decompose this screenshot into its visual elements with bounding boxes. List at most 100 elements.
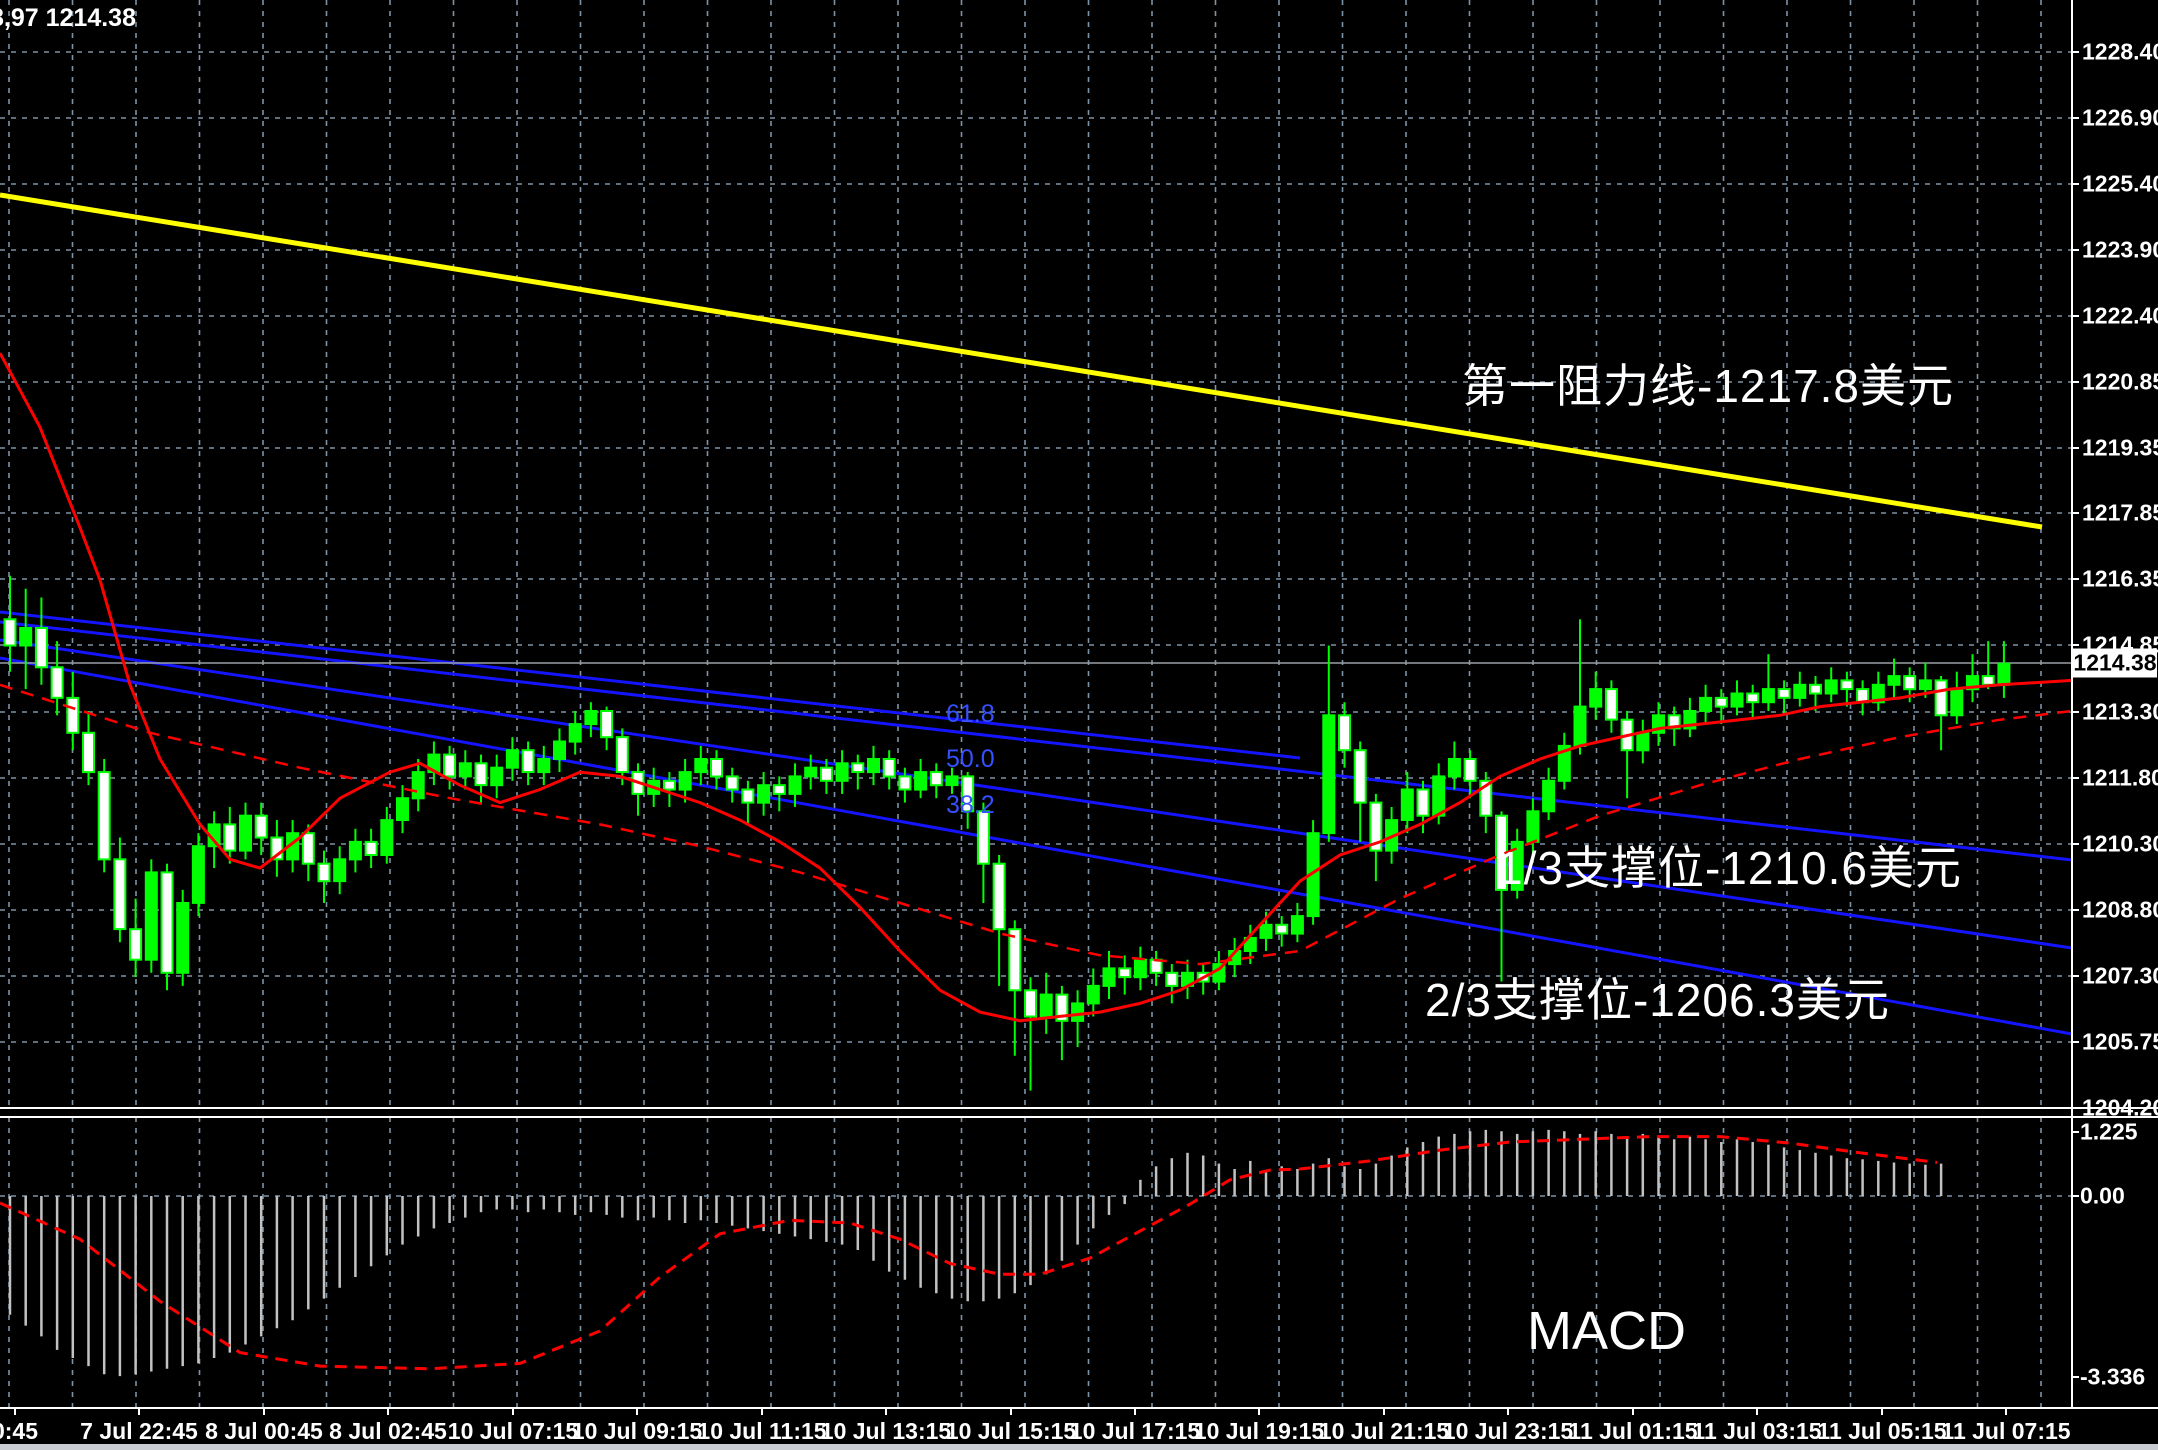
candle bbox=[1118, 967, 1132, 979]
candle bbox=[1997, 662, 2011, 686]
candle bbox=[1243, 936, 1257, 953]
ma-slow-dashed bbox=[0, 683, 2073, 966]
candle bbox=[34, 627, 48, 669]
candle bbox=[474, 762, 488, 787]
candle bbox=[223, 823, 237, 852]
candle bbox=[239, 814, 252, 852]
candle bbox=[757, 784, 771, 804]
candle bbox=[710, 758, 723, 778]
candle bbox=[97, 771, 111, 861]
candle bbox=[1871, 683, 1885, 704]
candle bbox=[819, 766, 833, 782]
candle bbox=[537, 758, 551, 774]
candle bbox=[992, 862, 1006, 931]
candle bbox=[1369, 801, 1383, 852]
candle bbox=[82, 731, 95, 774]
macd-signal-line bbox=[0, 1135, 1938, 1371]
candle bbox=[1981, 675, 1995, 686]
candle bbox=[553, 740, 566, 760]
candle bbox=[1652, 714, 1665, 734]
candle bbox=[1432, 775, 1446, 817]
candle bbox=[1416, 788, 1430, 817]
fibonacci-fan-lines[interactable] bbox=[0, 610, 2073, 1036]
candle bbox=[1903, 675, 1917, 691]
candle bbox=[851, 762, 865, 773]
candle bbox=[1793, 683, 1807, 699]
grid bbox=[0, 0, 2072, 1408]
candle bbox=[945, 775, 959, 787]
candle bbox=[1008, 928, 1022, 992]
candle bbox=[1479, 779, 1493, 817]
candle bbox=[1730, 692, 1744, 708]
candle bbox=[678, 771, 692, 791]
candle bbox=[411, 771, 425, 800]
candle bbox=[380, 819, 394, 856]
candle bbox=[1714, 696, 1728, 708]
candle bbox=[929, 771, 943, 787]
candle bbox=[804, 766, 818, 778]
candle bbox=[160, 871, 174, 974]
panel-borders bbox=[0, 0, 2158, 1415]
resistance-trendline[interactable] bbox=[0, 192, 2043, 530]
candle bbox=[1102, 967, 1116, 987]
candle bbox=[1259, 923, 1273, 939]
macd-histogram bbox=[8, 1129, 1943, 1377]
candle bbox=[254, 814, 268, 839]
candle bbox=[301, 832, 315, 865]
candle bbox=[1526, 810, 1540, 843]
candle bbox=[1275, 923, 1289, 935]
candle bbox=[1071, 1002, 1085, 1022]
candle bbox=[725, 775, 739, 791]
candle bbox=[1133, 958, 1147, 979]
candle bbox=[615, 736, 629, 773]
candle bbox=[490, 766, 504, 787]
candle bbox=[458, 762, 472, 778]
candle bbox=[3, 618, 17, 647]
candle bbox=[1824, 679, 1838, 695]
candle bbox=[1950, 688, 1964, 717]
candle bbox=[1165, 971, 1179, 987]
candle bbox=[1934, 679, 1948, 717]
candle bbox=[144, 871, 158, 961]
candle bbox=[584, 710, 598, 726]
candle bbox=[741, 788, 755, 804]
candle bbox=[1322, 714, 1336, 835]
candle bbox=[1589, 688, 1603, 708]
candle bbox=[521, 749, 535, 774]
candle bbox=[835, 762, 849, 782]
candle bbox=[1290, 915, 1304, 935]
candle bbox=[1573, 705, 1587, 747]
candle bbox=[176, 902, 190, 974]
candle bbox=[600, 710, 614, 739]
candle bbox=[568, 723, 582, 743]
candle bbox=[1699, 696, 1713, 713]
candle bbox=[662, 779, 676, 791]
candle bbox=[1667, 714, 1681, 730]
candle bbox=[1918, 679, 1932, 691]
candle bbox=[364, 840, 378, 857]
candle bbox=[772, 784, 786, 795]
candle bbox=[976, 810, 990, 865]
candle bbox=[1055, 993, 1069, 1022]
candle bbox=[191, 845, 205, 904]
candle bbox=[396, 797, 409, 822]
candle bbox=[788, 775, 802, 795]
candle bbox=[1777, 688, 1791, 699]
candle bbox=[867, 758, 880, 774]
candle bbox=[19, 627, 33, 647]
candle bbox=[1447, 758, 1461, 778]
candle bbox=[694, 758, 708, 774]
candle bbox=[1809, 683, 1822, 695]
candle bbox=[1746, 692, 1760, 704]
candle bbox=[317, 862, 331, 883]
candle bbox=[1557, 744, 1571, 782]
candle bbox=[961, 775, 975, 813]
candle bbox=[113, 858, 127, 931]
candle bbox=[1966, 675, 1979, 691]
candle bbox=[1039, 993, 1053, 1018]
candle bbox=[348, 840, 362, 861]
ma-fast-solid bbox=[0, 352, 2073, 1023]
candle bbox=[1338, 714, 1351, 752]
candle bbox=[898, 775, 912, 791]
